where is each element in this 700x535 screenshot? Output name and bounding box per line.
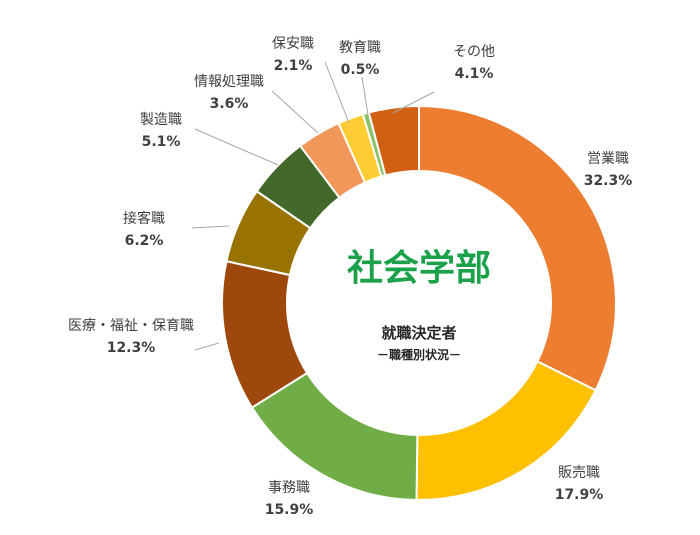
leader-line-4 xyxy=(191,225,230,229)
slice-9 xyxy=(367,104,420,177)
leader-lines xyxy=(191,61,435,351)
category-label-8: 教育職 xyxy=(339,40,381,56)
leader-line-3 xyxy=(194,342,220,351)
slice-labels: 営業職 32.3% 販売職 17.9% 事務職 15.9% 医療・福祉・保育職 12.3% 接客… xyxy=(68,36,632,518)
category-label-3: 医療・福祉・保育職 xyxy=(68,317,194,334)
leader-line-7 xyxy=(324,61,350,124)
value-label-9: 4.1% xyxy=(455,66,494,82)
leader-line-9 xyxy=(392,91,435,114)
leader-line-8 xyxy=(361,76,369,116)
value-label-5: 5.1% xyxy=(142,134,181,150)
value-label-0: 32.3% xyxy=(584,173,633,189)
donut-slices xyxy=(221,104,617,501)
leader-line-6 xyxy=(271,90,319,134)
slice-0 xyxy=(418,104,617,392)
category-label-0: 営業職 xyxy=(587,151,629,167)
value-label-6: 3.6% xyxy=(210,96,249,112)
category-label-9: その他 xyxy=(453,44,495,60)
value-label-1: 17.9% xyxy=(555,487,604,503)
category-label-4: 接客職 xyxy=(123,210,165,227)
value-label-8: 0.5% xyxy=(341,62,380,78)
value-label-2: 15.9% xyxy=(265,502,314,518)
value-label-3: 12.3% xyxy=(107,340,156,356)
chart-title: 社会学部 xyxy=(347,247,491,289)
category-label-6: 情報処理職 xyxy=(194,74,264,90)
category-label-5: 製造職 xyxy=(140,112,182,128)
category-label-1: 販売職 xyxy=(558,465,600,481)
value-label-4: 6.2% xyxy=(125,233,164,249)
category-label-7: 保安職 xyxy=(272,36,314,52)
chart-subtitle-2: －職種別状況－ xyxy=(377,347,461,362)
category-label-2: 事務職 xyxy=(268,480,310,496)
value-label-7: 2.1% xyxy=(274,58,313,74)
chart-subtitle: 就職決定者 xyxy=(381,324,456,342)
leader-line-5 xyxy=(194,128,279,166)
